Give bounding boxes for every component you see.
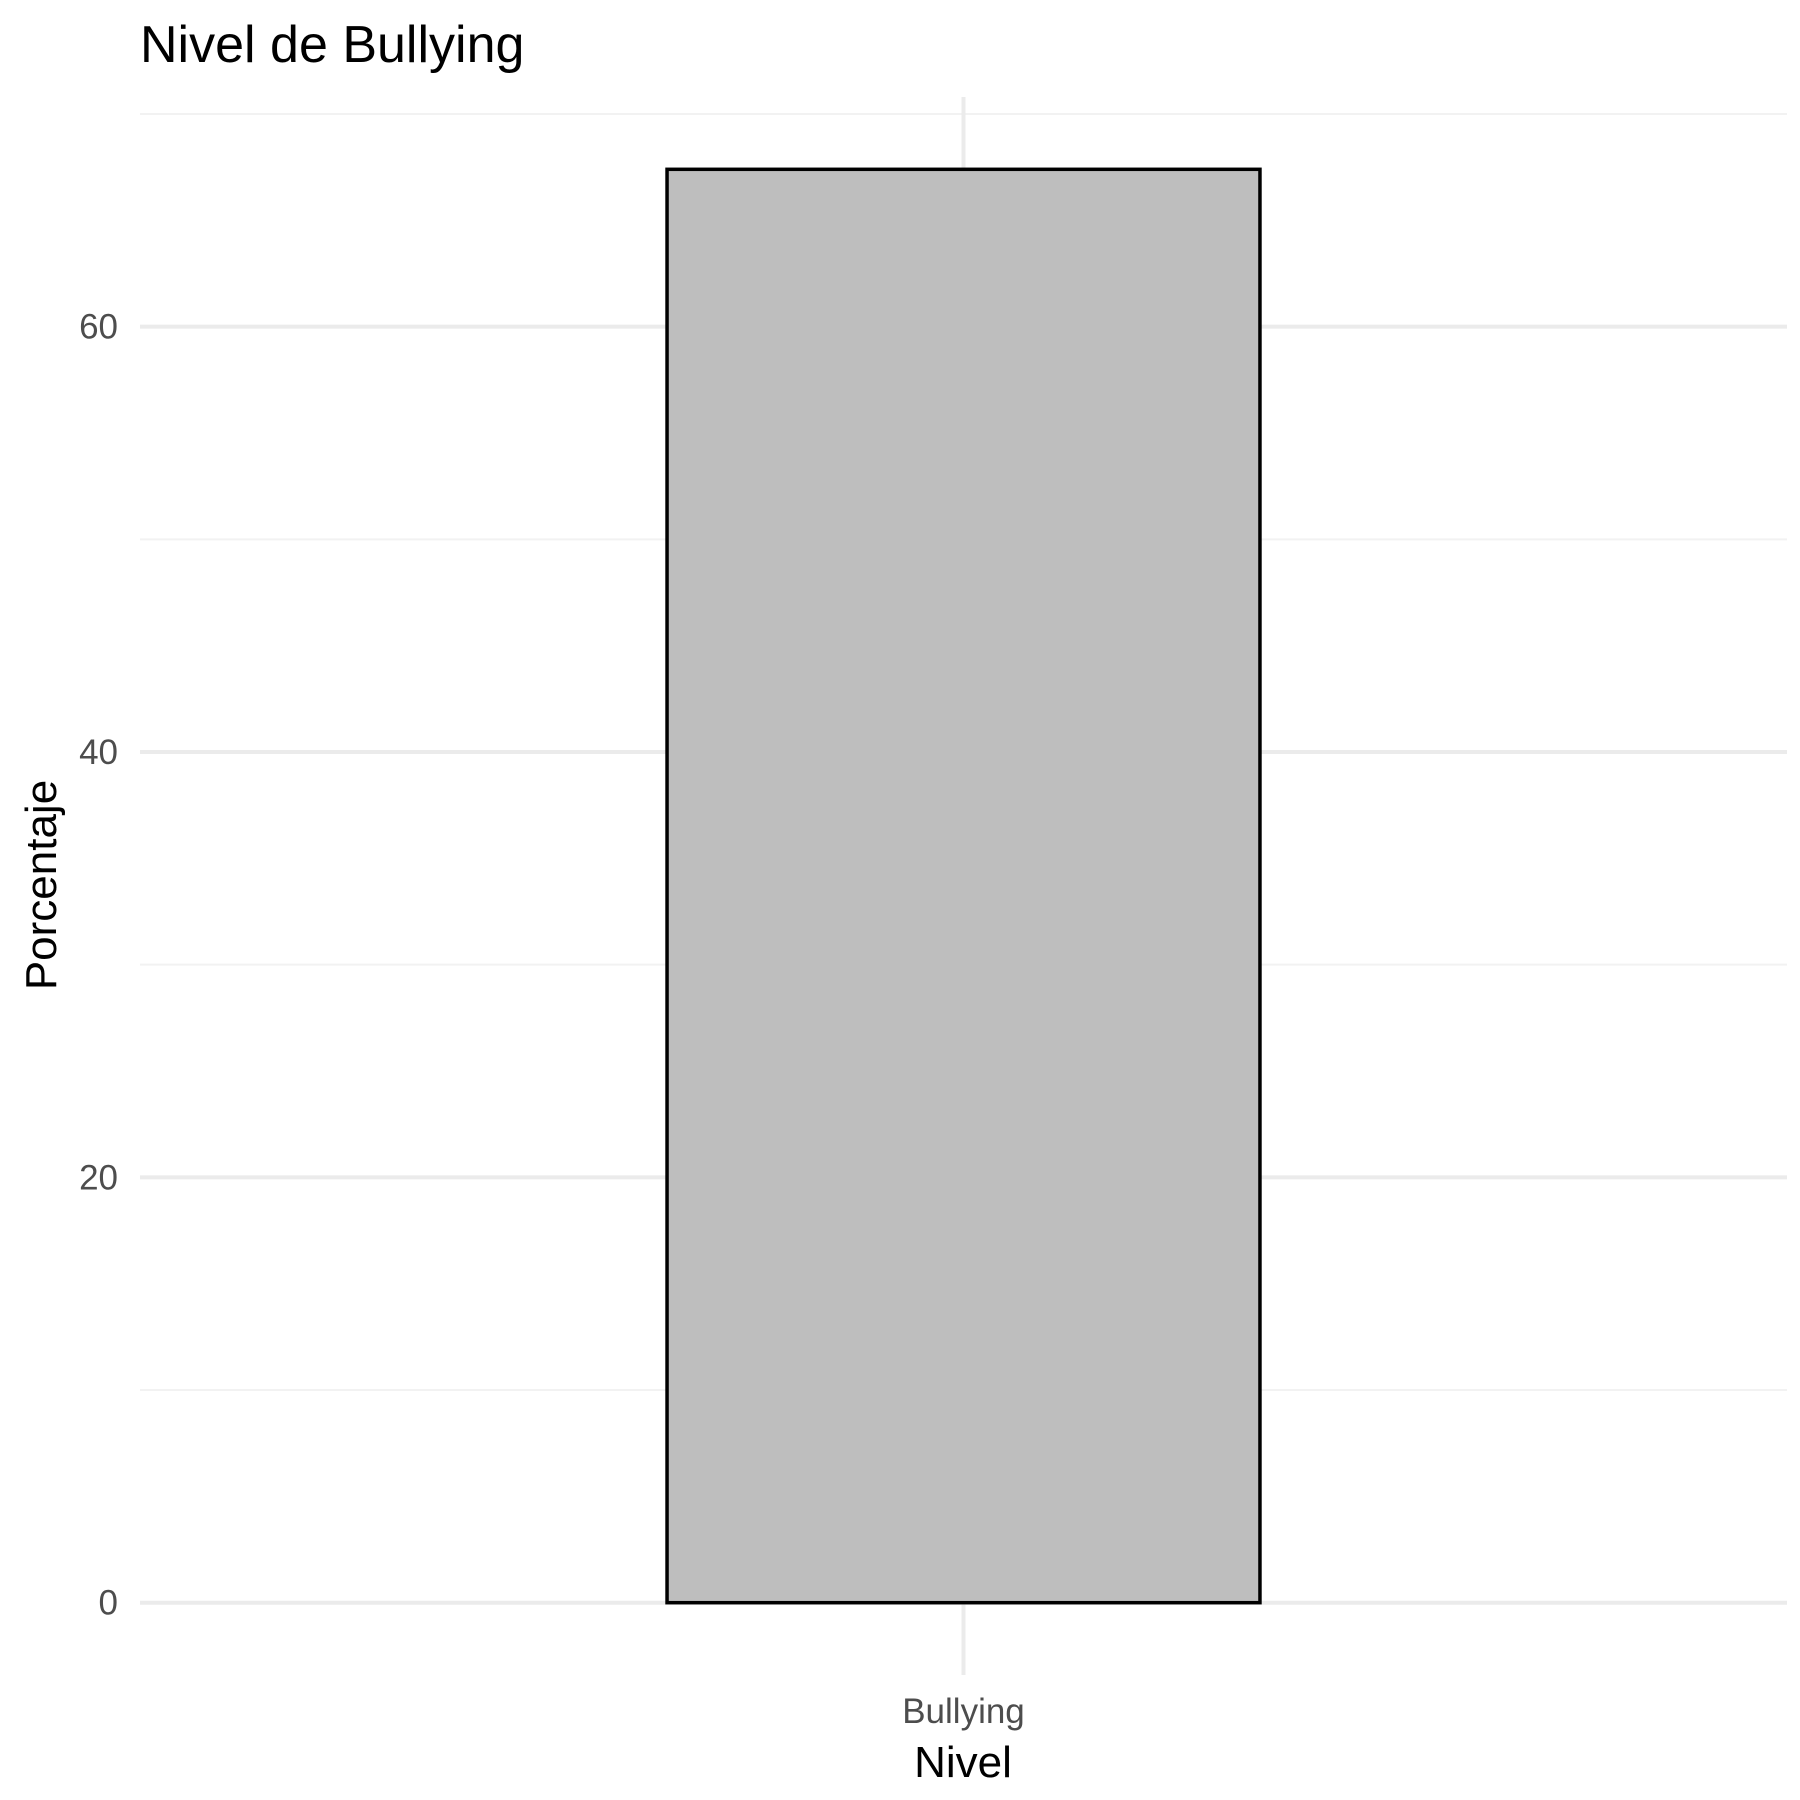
- tick-labels: 0 20 40 60 Bullying: [79, 308, 1025, 1731]
- y-tick-label: 0: [99, 1584, 118, 1623]
- y-tick-label: 20: [79, 1158, 118, 1197]
- y-axis-title: Porcentaje: [17, 780, 66, 990]
- bar-bullying: [665, 167, 1262, 1605]
- x-tick-label: Bullying: [902, 1692, 1025, 1731]
- chart-title: Nivel de Bullying: [140, 16, 524, 74]
- bars: [665, 167, 1262, 1605]
- y-tick-label: 60: [79, 308, 118, 347]
- x-axis-title: Nivel: [914, 1738, 1012, 1787]
- y-tick-label: 40: [79, 733, 118, 772]
